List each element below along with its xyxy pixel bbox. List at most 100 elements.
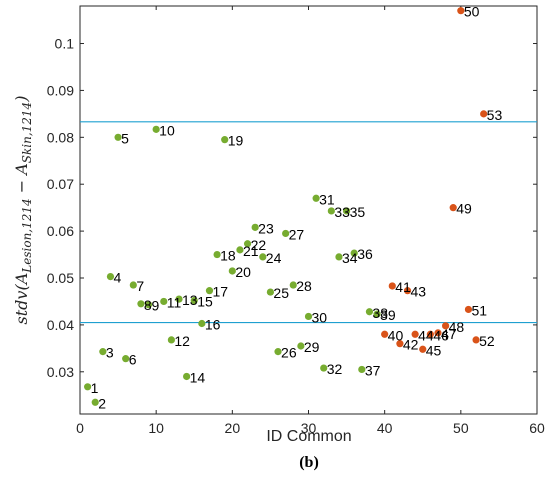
data-point-label-50: 50 bbox=[464, 4, 480, 20]
data-point-label-46: 46 bbox=[433, 327, 449, 343]
data-point-label-22: 22 bbox=[251, 237, 267, 253]
data-point-label-13: 13 bbox=[182, 292, 198, 308]
data-point-8 bbox=[137, 300, 145, 308]
data-point-label-20: 20 bbox=[235, 264, 251, 280]
data-point-35 bbox=[342, 207, 351, 215]
data-point-label-17: 17 bbox=[212, 284, 228, 300]
data-point-label-11: 11 bbox=[167, 294, 182, 310]
data-point-37 bbox=[358, 365, 366, 374]
data-point-33 bbox=[327, 207, 335, 215]
data-point-label-53: 53 bbox=[487, 107, 503, 123]
data-point-label-42: 42 bbox=[403, 337, 419, 353]
data-point-label-38: 38 bbox=[372, 305, 388, 321]
data-point-label-37: 37 bbox=[365, 362, 381, 378]
data-point-label-14: 14 bbox=[190, 369, 206, 385]
y-tick-label: 0.08 bbox=[47, 129, 74, 145]
data-point-label-28: 28 bbox=[296, 278, 312, 294]
data-point-50 bbox=[457, 7, 465, 15]
x-axis-ticks: 0 10 20 30 40 50 60 bbox=[76, 6, 545, 436]
data-point-20 bbox=[228, 267, 236, 275]
data-point-label-32: 32 bbox=[327, 361, 343, 377]
data-point-11 bbox=[160, 297, 168, 306]
data-point-13 bbox=[175, 295, 183, 303]
x-tick-label: 40 bbox=[377, 420, 393, 436]
data-point-24 bbox=[259, 253, 267, 261]
data-point-label-36: 36 bbox=[357, 246, 373, 262]
data-point-32 bbox=[320, 364, 328, 372]
data-point-51 bbox=[464, 305, 473, 314]
data-point-label-24: 24 bbox=[266, 250, 282, 266]
data-point-17 bbox=[205, 287, 214, 295]
data-point-label-12: 12 bbox=[174, 333, 190, 349]
data-point-18 bbox=[213, 250, 221, 259]
data-point-label-10: 10 bbox=[159, 122, 175, 138]
x-tick-label: 0 bbox=[76, 420, 84, 436]
data-point-4 bbox=[106, 272, 115, 281]
data-point-43 bbox=[403, 287, 412, 295]
data-point-label-45: 45 bbox=[426, 342, 442, 358]
y-axis-ticks: 0.03 0.04 0.05 0.06 0.07 0.08 0.09 0.1 bbox=[47, 36, 537, 380]
data-point-label-27: 27 bbox=[289, 226, 305, 242]
y-axis-label-term-a2: A bbox=[12, 163, 31, 177]
data-point-25 bbox=[266, 288, 275, 296]
x-tick-label: 50 bbox=[453, 420, 469, 436]
data-point-28 bbox=[289, 281, 297, 289]
data-point-label-47: 47 bbox=[441, 326, 457, 342]
data-point-31 bbox=[312, 194, 320, 202]
data-point-label-26: 26 bbox=[281, 345, 297, 361]
data-point-label-5: 5 bbox=[121, 130, 129, 146]
data-point-label-16: 16 bbox=[205, 316, 221, 332]
plot-area bbox=[79, 5, 538, 415]
data-point-26 bbox=[274, 348, 282, 356]
x-tick-label: 20 bbox=[225, 420, 241, 436]
data-point-label-7: 7 bbox=[136, 278, 144, 294]
reference-lines bbox=[80, 121, 537, 324]
data-point-label-9: 9 bbox=[152, 298, 160, 314]
data-point-19 bbox=[221, 136, 229, 144]
y-axis-label-minus: − bbox=[12, 175, 31, 199]
data-point-21 bbox=[236, 246, 244, 254]
data-point-16 bbox=[198, 319, 206, 328]
y-tick-label: 0.1 bbox=[55, 36, 75, 52]
data-point-label-6: 6 bbox=[129, 352, 137, 368]
data-points bbox=[84, 7, 488, 406]
data-point-label-15: 15 bbox=[197, 294, 213, 310]
data-point-23 bbox=[251, 223, 259, 231]
data-point-label-30: 30 bbox=[312, 309, 328, 325]
y-axis-label-term-a: A bbox=[12, 273, 31, 287]
data-point-label-44: 44 bbox=[418, 327, 434, 343]
x-tick-label: 10 bbox=[148, 420, 164, 436]
data-point-label-52: 52 bbox=[479, 333, 495, 349]
y-axis-label-suffix: ) bbox=[12, 96, 31, 103]
y-tick-label: 0.03 bbox=[47, 364, 74, 380]
y-tick-label: 0.05 bbox=[47, 270, 74, 286]
data-point-1 bbox=[84, 383, 92, 391]
y-axis-label-subscript-lesion: Lesion,1214 bbox=[20, 198, 34, 273]
data-point-15 bbox=[190, 296, 198, 305]
data-point-47 bbox=[434, 329, 442, 337]
data-point-label-51: 51 bbox=[471, 302, 487, 318]
y-tick-label: 0.06 bbox=[47, 223, 74, 239]
data-point-label-48: 48 bbox=[449, 319, 465, 335]
x-tick-label: 60 bbox=[529, 420, 545, 436]
data-point-label-23: 23 bbox=[258, 220, 274, 236]
data-point-label-39: 39 bbox=[380, 307, 396, 323]
data-point-label-34: 34 bbox=[342, 250, 358, 266]
data-point-14 bbox=[183, 372, 191, 381]
data-point-34 bbox=[335, 253, 343, 261]
data-point-label-3: 3 bbox=[106, 345, 114, 361]
data-point-52 bbox=[472, 336, 480, 344]
data-point-label-41: 41 bbox=[395, 279, 411, 295]
data-point-10 bbox=[152, 125, 160, 133]
data-point-42 bbox=[396, 340, 404, 348]
data-point-label-8: 8 bbox=[144, 297, 152, 313]
data-point-label-2: 2 bbox=[98, 395, 106, 411]
data-point-22 bbox=[243, 240, 252, 248]
data-point-53 bbox=[480, 110, 488, 118]
data-point-3 bbox=[99, 348, 107, 356]
data-point-label-40: 40 bbox=[388, 327, 404, 343]
data-point-5 bbox=[114, 133, 122, 141]
data-point-2 bbox=[91, 398, 99, 406]
data-point-label-21: 21 bbox=[243, 243, 259, 259]
